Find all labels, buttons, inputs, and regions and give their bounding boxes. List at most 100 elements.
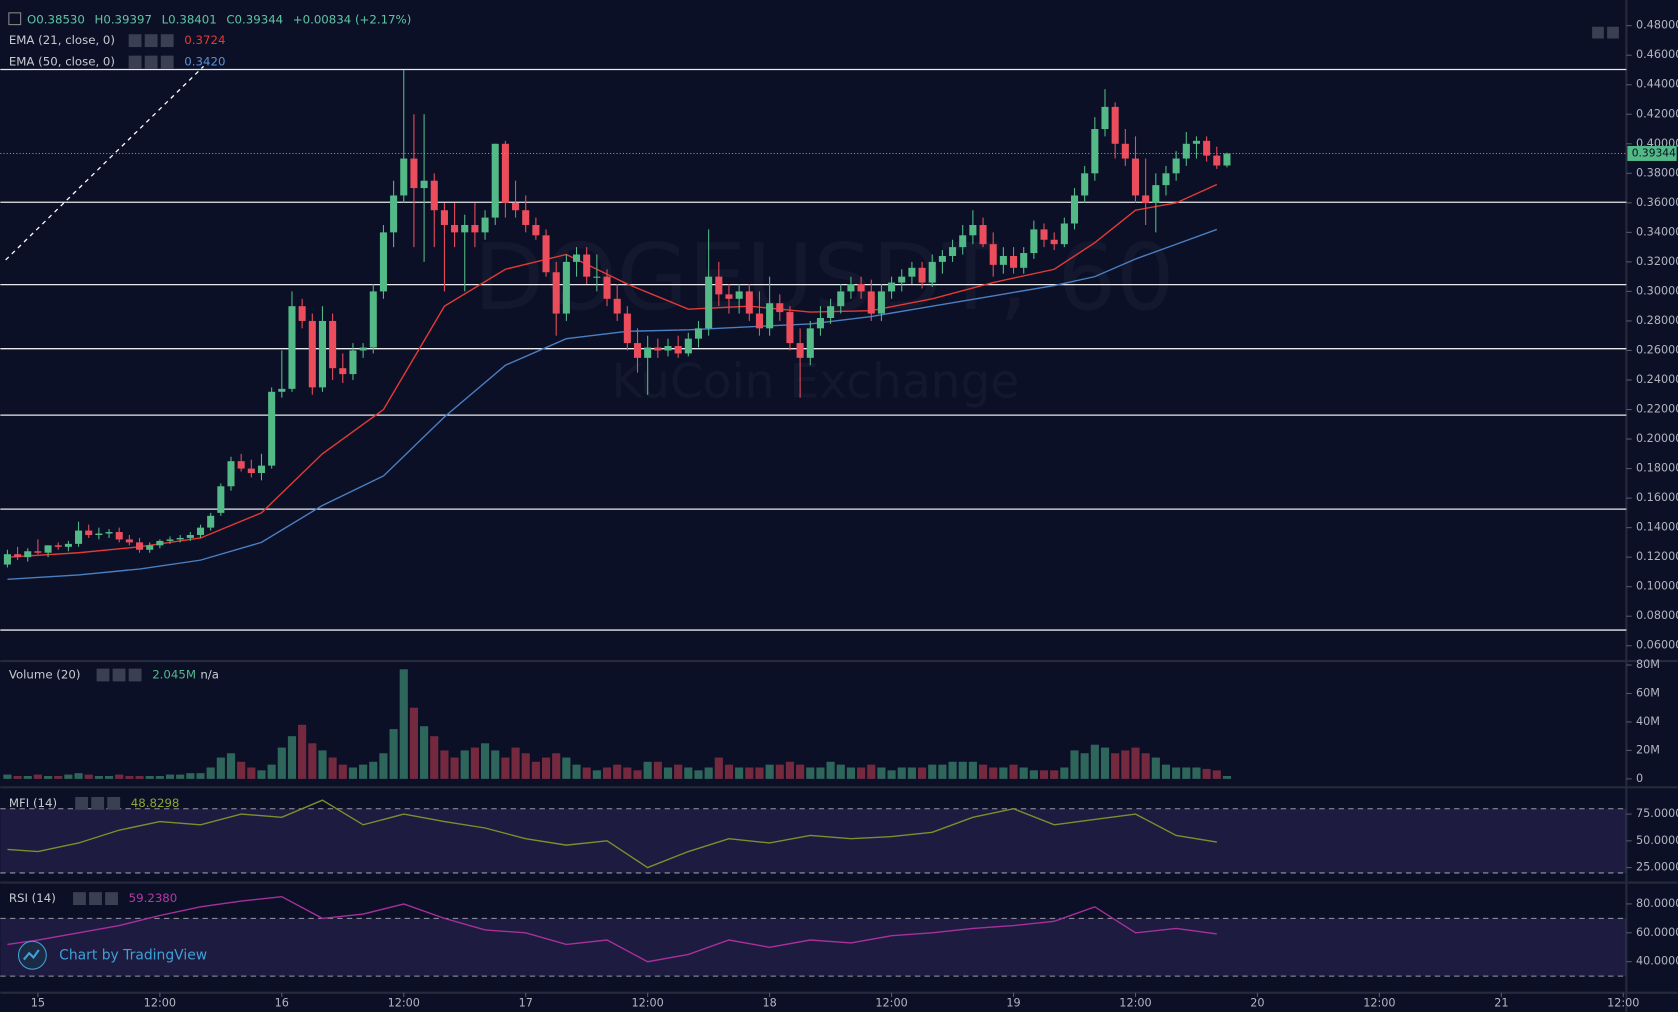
legend-ema50: EMA (50, close, 0) [9,55,115,69]
icon[interactable] [128,668,142,682]
y-tick-label: 40.0000 [1636,955,1678,968]
candle-body [390,195,398,233]
icon[interactable] [128,55,142,69]
x-tick-label: 12:00 [1607,996,1639,1009]
candle-body [24,551,32,558]
legend-rsi: RSI (14) [9,891,56,905]
volume-bar [633,770,642,779]
icon[interactable] [112,668,126,682]
volume-bar [1050,770,1059,779]
y-tick-label: 0.32000 [1636,255,1678,268]
candle-body [115,532,123,540]
icon[interactable] [160,34,174,48]
candle-body [1121,143,1129,159]
y-tick-label: 0.12000 [1636,550,1678,563]
ema-line [7,183,1218,558]
candle-body [755,313,763,329]
volume-bar [1121,750,1130,779]
legend-icons[interactable] [73,892,118,906]
candle-body [1020,253,1028,268]
volume-bar [623,767,632,779]
legend-icons[interactable] [75,796,121,810]
button[interactable] [1592,26,1604,39]
volume-bar [572,764,581,779]
legend-icons[interactable] [128,34,174,48]
volume-bar [826,761,835,779]
volume-bar [918,767,927,779]
y-tick-label: 0.08000 [1636,609,1678,622]
ema-line [7,228,1218,580]
button[interactable] [1607,26,1619,39]
candle-body [186,535,194,538]
x-tick-label: 17 [519,996,533,1009]
candle-body [451,224,459,233]
candle-body [471,224,479,233]
volume-bar [867,764,876,779]
candle-body [75,530,83,544]
icon[interactable] [96,668,110,682]
volume-bar [115,774,124,779]
candle-body [705,276,713,329]
legend-icons[interactable] [96,668,142,682]
candle-body [847,284,855,292]
volume-bar [176,774,185,779]
candle-body [674,346,682,354]
candle-body [95,533,103,536]
volume-bar [1222,775,1232,779]
volume-bar [674,764,683,779]
volume-bar [938,764,947,779]
ohlc-field: H0.39397 [95,12,152,26]
volume-bar [84,774,93,779]
icon[interactable] [128,34,142,48]
icon[interactable] [160,55,174,69]
candle-body [461,224,469,233]
volume-bar [1151,757,1160,779]
legend-rsi-value: 59.2380 [129,891,178,905]
volume-bar [155,776,164,779]
volume-bar [165,774,175,779]
candle-body [64,543,72,547]
top-right-buttons[interactable] [1592,26,1619,39]
candle-body [959,235,967,248]
logo-glyph [23,949,40,961]
legend-volume-ma: n/a [200,668,219,682]
branding[interactable]: Chart by TradingView [59,947,207,963]
candle-body [908,267,916,277]
candle-body [898,276,906,283]
legend-icons[interactable] [128,55,174,69]
y-tick-label: 0.18000 [1636,462,1678,475]
volume-bar [1060,767,1069,779]
icon[interactable] [144,55,158,69]
volume-bar [887,770,896,779]
icon[interactable] [91,796,105,810]
legend-mfi: MFI (14) [9,796,57,810]
candle-body [1152,185,1160,203]
candle-body [491,143,499,218]
icon[interactable] [105,892,118,906]
volume-bar [1182,767,1191,779]
candle-body [1070,195,1079,224]
icon[interactable] [144,34,158,48]
ohlc-field: O0.38530 [27,12,85,26]
icon[interactable] [73,892,86,906]
watermark: DOGEUSDT, 60 [474,224,1175,331]
collapse-icon[interactable] [8,12,22,26]
icon[interactable] [75,796,89,810]
volume-bar [999,767,1008,779]
volume-bar [1161,764,1171,779]
volume-bar [470,747,479,779]
icon[interactable] [89,892,102,906]
volume-bar [846,767,855,779]
candle-body [593,276,601,278]
icon[interactable] [107,796,121,810]
volume-bar [1090,744,1099,779]
volume-bar [602,767,612,779]
volume-bar [745,767,754,779]
volume-bar [348,767,358,779]
volume-bar [74,773,83,779]
volume-bar [562,757,571,779]
volume-bar [420,726,429,779]
volume-bar [226,753,236,779]
